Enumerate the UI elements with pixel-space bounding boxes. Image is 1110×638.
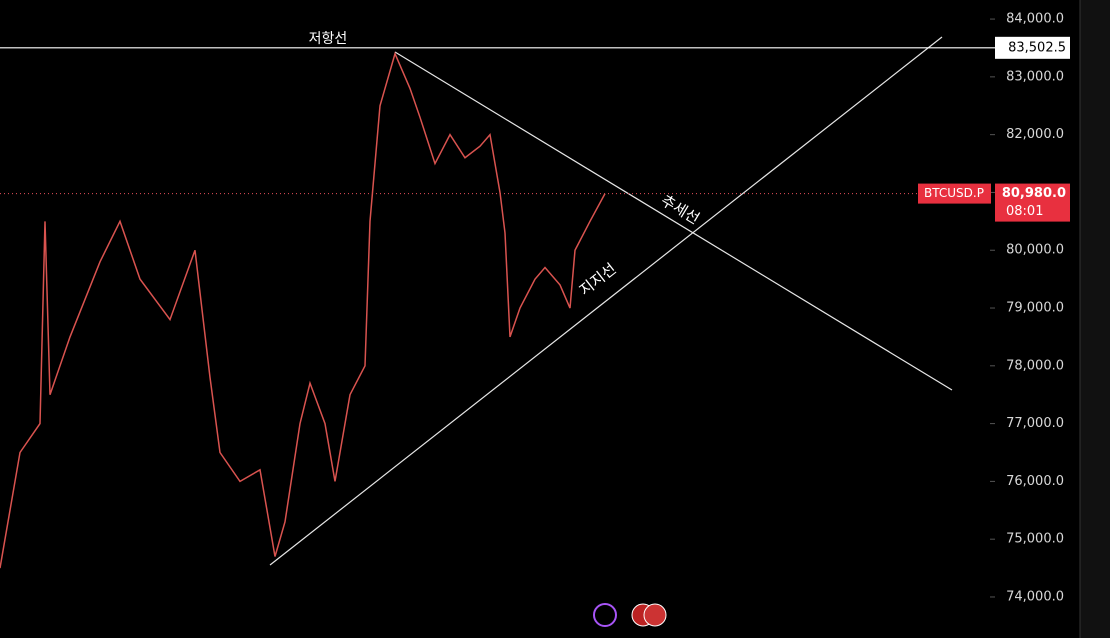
y-tick-label: 75,000.0 xyxy=(1006,532,1064,547)
trend-line xyxy=(394,51,953,391)
y-tick-label: 78,000.0 xyxy=(1006,358,1064,373)
last-price-label: 80,980.0 xyxy=(1002,186,1066,201)
y-tick-label: 82,000.0 xyxy=(1006,127,1064,142)
side-panel xyxy=(1080,0,1110,638)
y-tick-label: 77,000.0 xyxy=(1006,416,1064,431)
flash-icon[interactable] xyxy=(593,603,617,627)
support-line xyxy=(269,36,943,566)
price-line xyxy=(0,51,606,569)
resistance-name: 저항선 xyxy=(309,31,348,47)
y-tick-label: 79,000.0 xyxy=(1006,301,1064,316)
resistance-label: 83,502.5 xyxy=(1008,40,1066,55)
y-tick-label: 74,000.0 xyxy=(1006,589,1064,604)
y-tick-label: 83,000.0 xyxy=(1006,69,1064,84)
symbol-tag xyxy=(918,183,991,204)
flag-icon[interactable] xyxy=(643,603,667,627)
symbol-label: BTCUSD.P xyxy=(924,186,984,200)
resistance-tag xyxy=(995,36,1070,59)
price-tag xyxy=(995,183,1070,222)
y-tick-label: 80,000.0 xyxy=(1006,243,1064,258)
y-tick-label: 84,000.0 xyxy=(1006,12,1064,27)
y-tick-label: 76,000.0 xyxy=(1006,474,1064,489)
countdown: 08:01 xyxy=(1006,204,1043,219)
